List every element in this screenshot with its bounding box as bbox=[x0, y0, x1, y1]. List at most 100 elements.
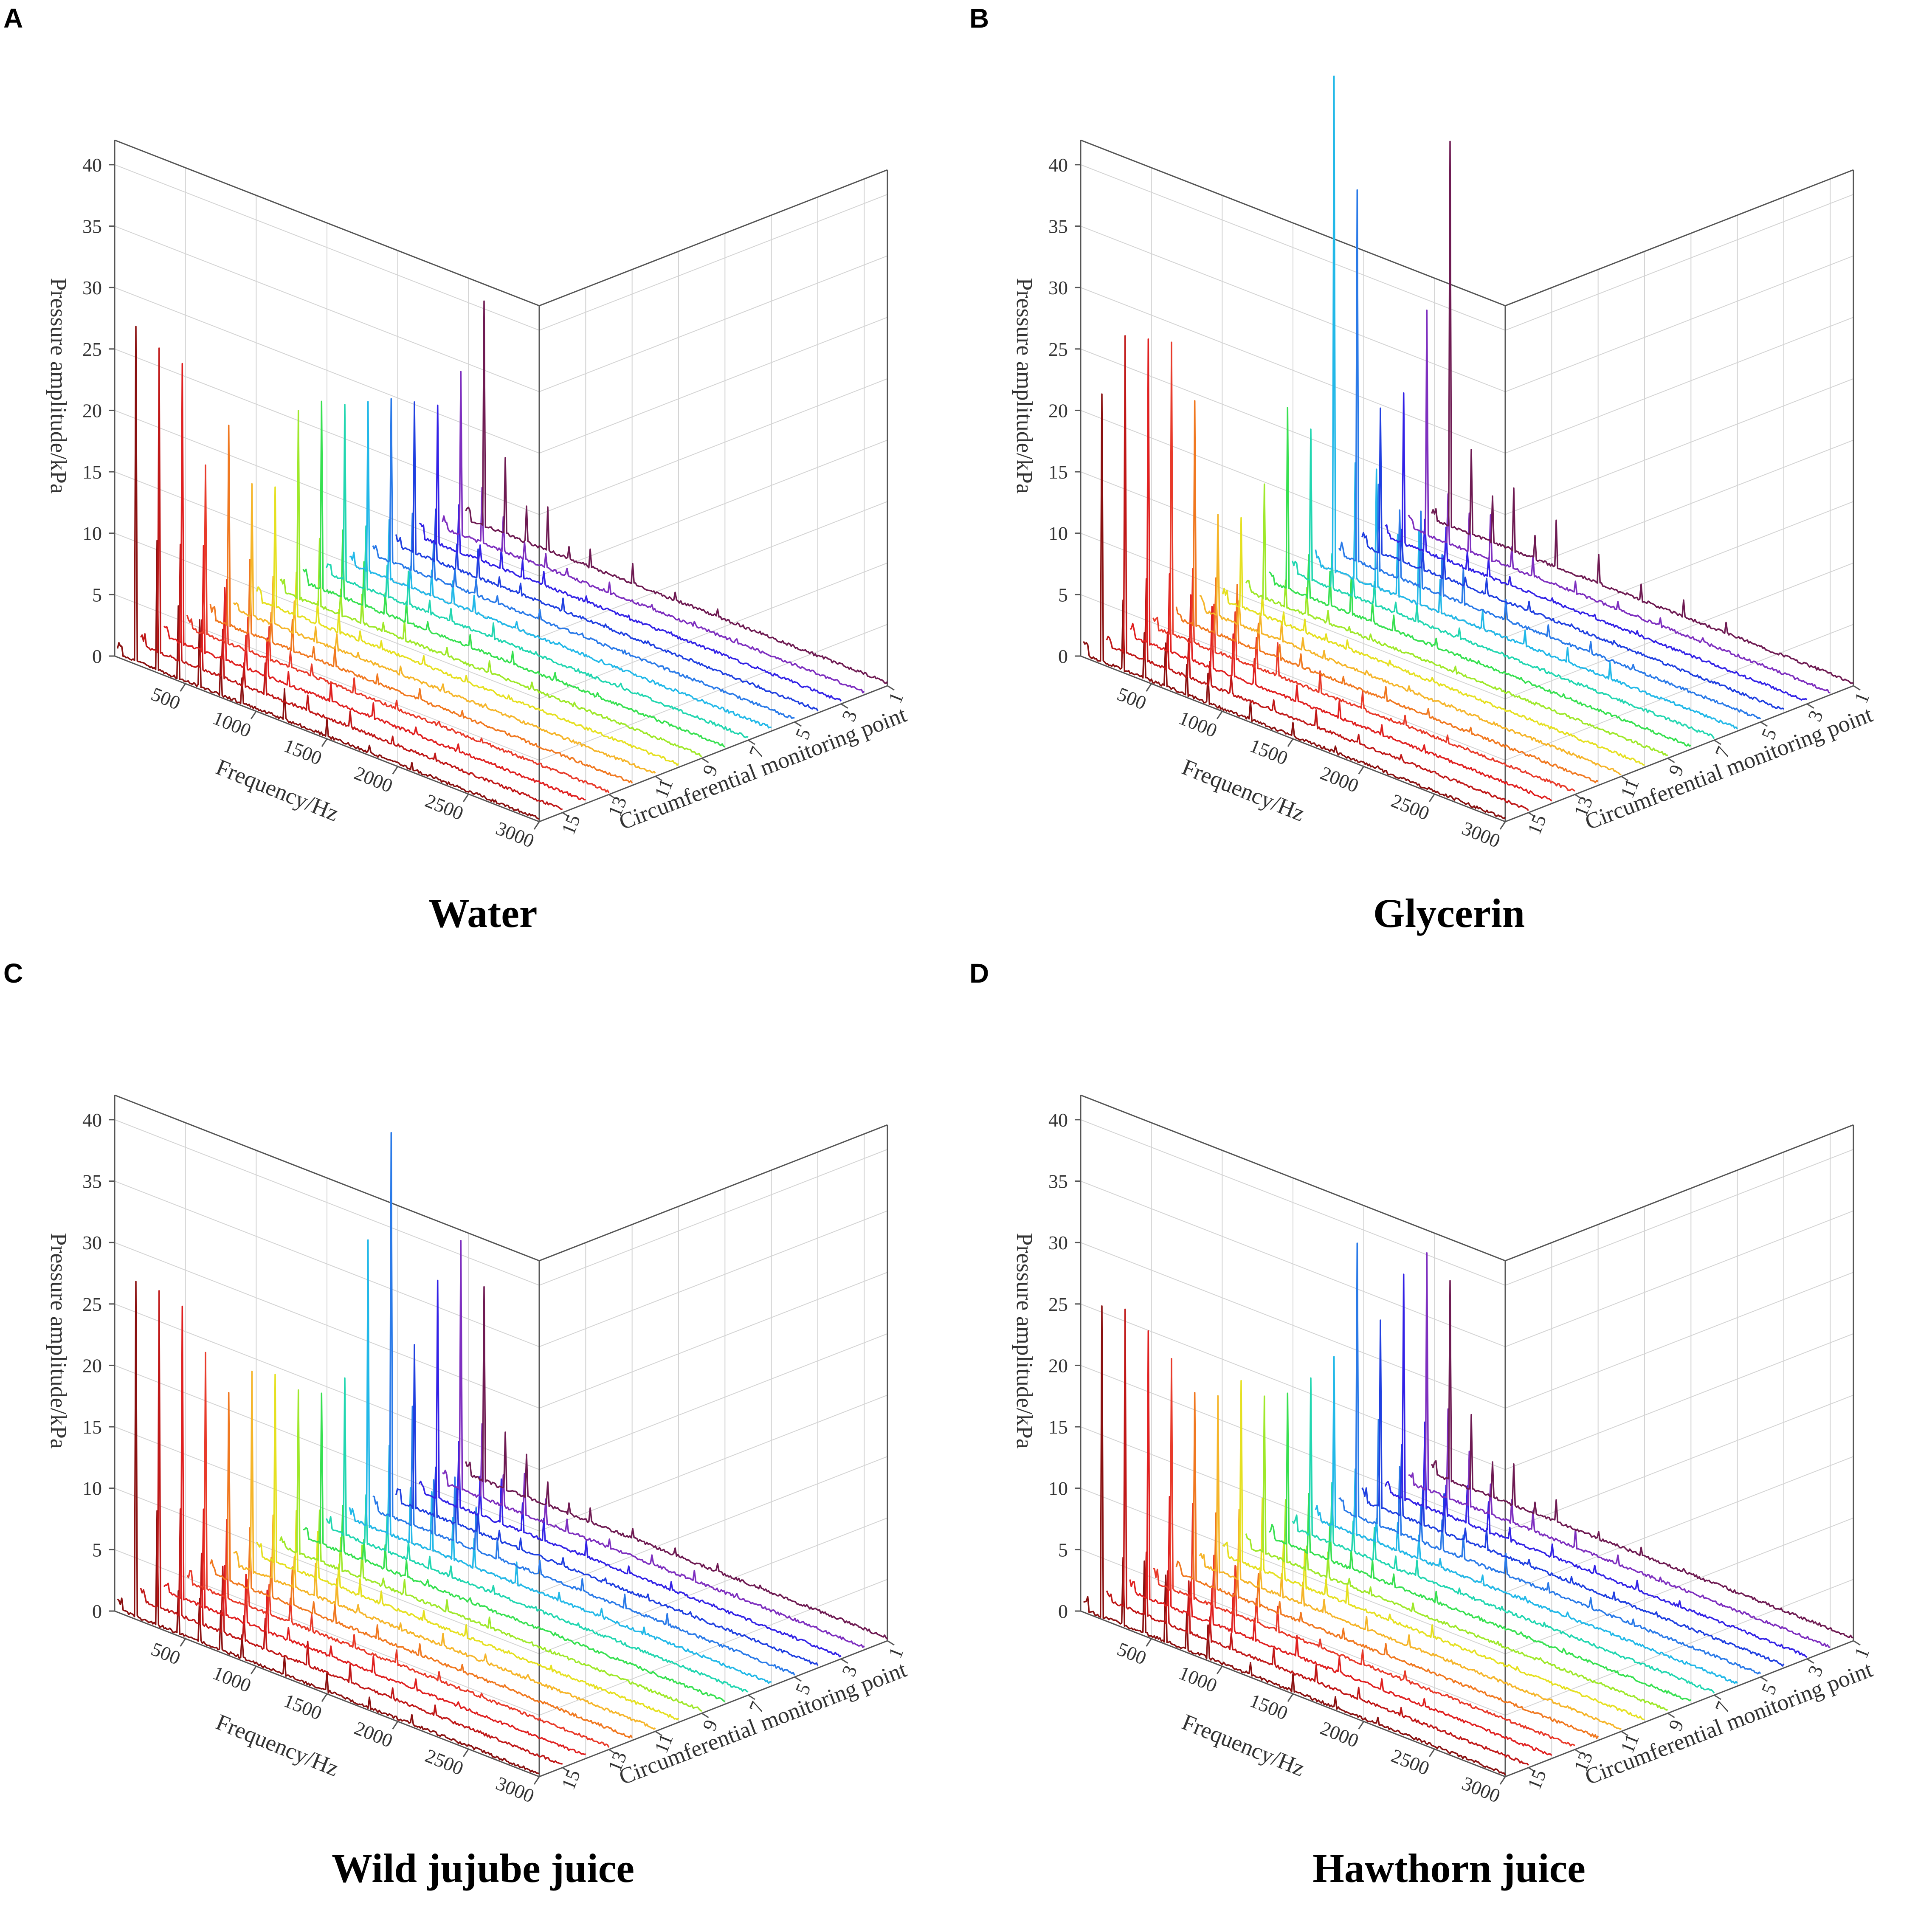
gridline bbox=[114, 1426, 540, 1593]
series-line-point-6 bbox=[1315, 1356, 1738, 1685]
gridline bbox=[1505, 194, 1854, 331]
x-tick bbox=[392, 1721, 398, 1730]
box-edge bbox=[1505, 169, 1854, 307]
gridline bbox=[539, 1272, 888, 1409]
series-line-point-14 bbox=[1129, 1330, 1552, 1756]
series-line-point-6 bbox=[1315, 75, 1738, 730]
gridline bbox=[114, 164, 540, 331]
gridline bbox=[1080, 1119, 1506, 1286]
gridline bbox=[1080, 1365, 1506, 1532]
gridline bbox=[539, 1517, 888, 1654]
series-line-point-3 bbox=[1384, 1273, 1808, 1658]
x-tick bbox=[1429, 1749, 1435, 1757]
panel-d: D 0 5 10 15 20 25 30 35 40 500 1000 1500 2000 2500 300… bbox=[966, 955, 1932, 1910]
gridline bbox=[1080, 1549, 1506, 1716]
y-tick bbox=[1574, 1749, 1582, 1755]
gridline bbox=[539, 1333, 888, 1470]
series-line-point-2 bbox=[1408, 309, 1831, 694]
x-tick-label: 500 bbox=[1114, 683, 1149, 714]
series-line-point-13 bbox=[186, 464, 610, 793]
series-line-point-1 bbox=[1431, 141, 1854, 684]
y-tick bbox=[1528, 1767, 1536, 1772]
x-tick bbox=[392, 766, 398, 775]
series-line-point-16 bbox=[116, 326, 540, 820]
y-tick-label: 15 bbox=[557, 811, 585, 838]
x-tick-label: 1500 bbox=[1247, 735, 1291, 769]
x-tick-label: 1500 bbox=[281, 735, 325, 769]
z-tick-label: 40 bbox=[82, 154, 102, 176]
gridline bbox=[539, 1579, 888, 1716]
gridline bbox=[114, 1549, 540, 1716]
series-line-point-8 bbox=[1268, 1392, 1692, 1702]
y-tick bbox=[840, 703, 848, 709]
x-axis-label: Frequency/Hz bbox=[212, 1709, 342, 1781]
y-tick bbox=[1760, 1676, 1768, 1682]
x-tick bbox=[1146, 683, 1152, 692]
box-edge bbox=[539, 1124, 888, 1262]
z-axis-label: Pressure amplitude/kPa bbox=[1012, 1233, 1037, 1448]
gridline bbox=[539, 1456, 888, 1593]
y-tick bbox=[1667, 1713, 1675, 1718]
z-tick-label: 35 bbox=[82, 1171, 102, 1192]
x-tick bbox=[180, 683, 186, 692]
gridline bbox=[114, 1303, 540, 1470]
gridline bbox=[1505, 1149, 1854, 1286]
gridline bbox=[114, 1242, 540, 1409]
x-tick-label: 500 bbox=[1114, 1638, 1149, 1669]
series-line-point-16 bbox=[1083, 1305, 1506, 1776]
gridline bbox=[1505, 1579, 1854, 1716]
x-tick-label: 3000 bbox=[493, 817, 537, 852]
y-tick bbox=[1714, 1694, 1721, 1700]
series-line-point-14 bbox=[163, 1305, 586, 1755]
gridline bbox=[1505, 255, 1854, 392]
gridline bbox=[1505, 1394, 1854, 1532]
y-tick bbox=[608, 1749, 616, 1755]
series-line-point-15 bbox=[140, 1290, 563, 1765]
grid bbox=[1075, 1094, 1861, 1785]
series-line-point-2 bbox=[442, 371, 865, 693]
waterfall-chart-d: 0 5 10 15 20 25 30 35 40 500 1000 1500 2000 2500 3000 1… bbox=[1012, 1094, 1876, 1807]
z-tick-label: 10 bbox=[1048, 523, 1068, 544]
gridline bbox=[1080, 1487, 1506, 1654]
x-tick-label: 2000 bbox=[1318, 762, 1362, 797]
z-tick-label: 5 bbox=[92, 1539, 102, 1561]
series-line-point-8 bbox=[1268, 407, 1692, 747]
z-tick-label: 0 bbox=[92, 1600, 102, 1622]
gridline bbox=[1080, 1180, 1506, 1347]
series-line-point-13 bbox=[186, 1352, 610, 1748]
gridline bbox=[1080, 1242, 1506, 1409]
y-tick bbox=[562, 812, 570, 817]
gridline bbox=[1505, 378, 1854, 515]
x-tick-label: 2500 bbox=[1388, 790, 1432, 825]
z-tick-label: 20 bbox=[82, 1355, 102, 1376]
series-line-point-4 bbox=[395, 401, 819, 712]
gridline bbox=[1080, 594, 1506, 761]
series-line-point-12 bbox=[1175, 400, 1599, 783]
y-axis bbox=[539, 685, 888, 823]
series-line-point-7 bbox=[1292, 428, 1715, 739]
y-tick-label: 15 bbox=[1523, 1766, 1551, 1793]
z-tick-label: 5 bbox=[1058, 584, 1068, 606]
series-line-point-3 bbox=[1385, 392, 1808, 701]
panel-title: Water bbox=[428, 890, 538, 936]
series-line-point-15 bbox=[140, 347, 563, 810]
box-edge bbox=[1080, 139, 1506, 307]
panel-a: A 0 5 10 15 20 25 30 35 40 500 1000 1500 2000 2500 300… bbox=[0, 0, 966, 955]
z-tick-label: 25 bbox=[1048, 1293, 1068, 1315]
z-tick-label: 30 bbox=[82, 1232, 102, 1254]
series-line-point-12 bbox=[209, 425, 633, 783]
y-tick bbox=[1528, 812, 1536, 817]
waterfall-chart-c: 0 5 10 15 20 25 30 35 40 500 1000 1500 2000 2500 3000 1… bbox=[46, 1094, 910, 1807]
series-line-point-12 bbox=[209, 1392, 633, 1738]
z-tick-label: 15 bbox=[1048, 1416, 1068, 1438]
series-line-point-5 bbox=[1338, 1242, 1761, 1675]
x-tick bbox=[1217, 711, 1223, 719]
y-tick bbox=[748, 739, 755, 745]
gridline bbox=[1505, 1333, 1854, 1470]
waterfall-chart-a: 0 5 10 15 20 25 30 35 40 500 1000 1500 2000 2500 3000 1… bbox=[46, 139, 910, 852]
y-tick bbox=[562, 1767, 570, 1772]
series-line-point-1 bbox=[465, 1286, 888, 1640]
x-axis-label: Frequency/Hz bbox=[212, 754, 342, 826]
y-axis bbox=[1505, 685, 1854, 823]
series-line-point-10 bbox=[1222, 1380, 1645, 1720]
